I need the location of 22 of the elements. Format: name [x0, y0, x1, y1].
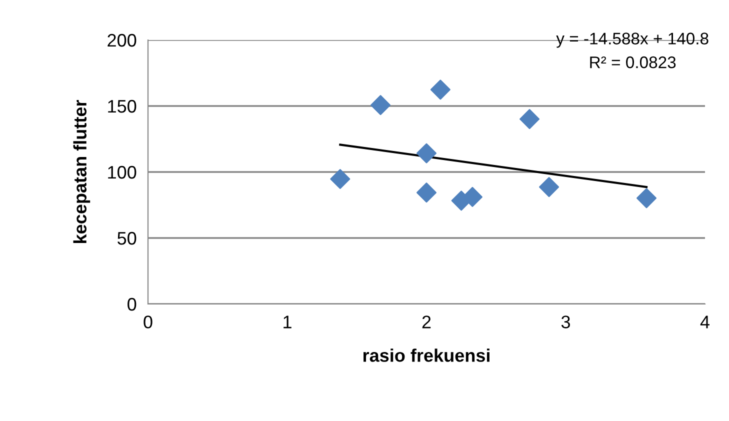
annotation: y = -14.588x + 140.8 [556, 32, 708, 48]
x-tick-label: 4 [700, 316, 710, 328]
x-tick-label: 3 [561, 316, 570, 328]
point [636, 188, 657, 208]
point [520, 109, 540, 130]
x-axis-title: rasio frekuensi [363, 348, 490, 362]
y-tick-label: 200 [108, 34, 136, 47]
point [416, 182, 437, 203]
point [430, 80, 450, 100]
y-tick-label: 50 [118, 232, 136, 245]
y-tick-label: 150 [108, 100, 136, 113]
x-tick-label: 1 [284, 316, 292, 328]
point [416, 143, 437, 164]
point [370, 95, 391, 116]
y-tick-label: 100 [108, 166, 136, 179]
x-tick-label: 0 [144, 316, 152, 328]
annotation: R² = 0.0823 [590, 56, 676, 68]
point [539, 177, 560, 198]
point [330, 168, 350, 190]
y-axis-title: kecepatan flutter [73, 100, 90, 243]
x-tick-label: 2 [422, 316, 431, 328]
y-tick-label: 0 [128, 298, 136, 311]
